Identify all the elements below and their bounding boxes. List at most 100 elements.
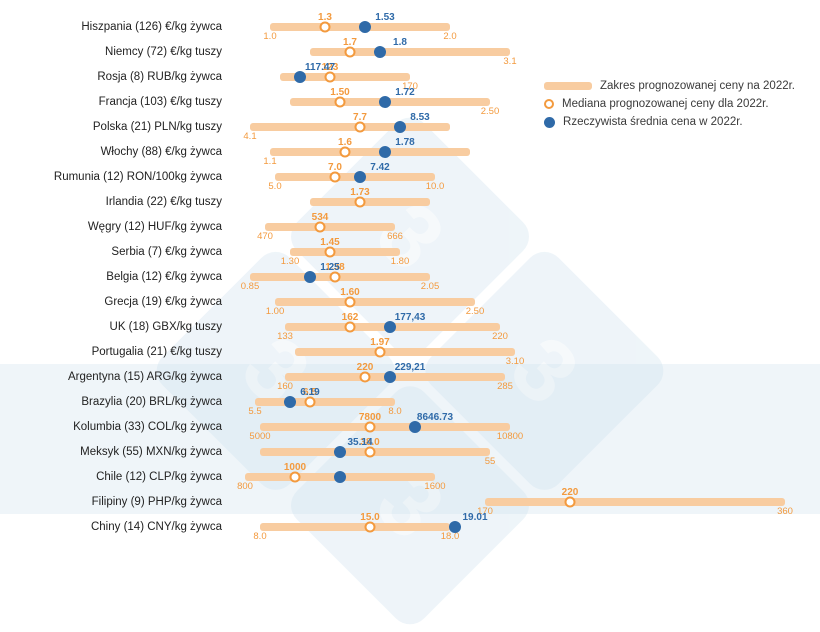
row-plot: 1.73 — [230, 189, 820, 214]
row-plot: 1.11.61.78 — [230, 139, 820, 164]
row-plot: 1.301.801.45 — [230, 239, 820, 264]
row-plot: 50001080078008646.73 — [230, 414, 820, 439]
row-label: Rumunia (12) RON/100kg żywca — [0, 171, 230, 183]
actual-marker — [394, 121, 406, 133]
row-label: Chile (12) CLP/kg żywca — [0, 471, 230, 483]
chart-row: Chile (12) CLP/kg żywca80016001000 — [0, 464, 820, 489]
row-plot: 160285220229,21 — [230, 364, 820, 389]
actual-label: 7.42 — [370, 162, 389, 173]
range-bar — [270, 148, 470, 156]
actual-marker — [379, 146, 391, 158]
row-plot: 1.002.501.60 — [230, 289, 820, 314]
actual-label: 1.53 — [375, 12, 394, 23]
row-plot: 80016001000 — [230, 464, 820, 489]
range-bar — [310, 198, 430, 206]
chart-row: Rosja (8) RUB/kg żywca170123117.47 — [0, 64, 820, 89]
row-plot: 5538.035.14 — [230, 439, 820, 464]
row-plot: 133220162177,43 — [230, 314, 820, 339]
row-label: Serbia (7) €/kg żywca — [0, 246, 230, 258]
chart-row: Brazylia (20) BRL/kg żywca5.58.06.56.19 — [0, 389, 820, 414]
actual-marker — [359, 21, 371, 33]
row-label: UK (18) GBX/kg tuszy — [0, 321, 230, 333]
actual-marker — [284, 396, 296, 408]
row-label: Niemcy (72) €/kg tuszy — [0, 46, 230, 58]
row-label: Włochy (88) €/kg żywca — [0, 146, 230, 158]
price-forecast-chart: Hiszpania (126) €/kg żywca1.02.01.31.53N… — [0, 14, 820, 539]
median-label: 1.97 — [370, 337, 389, 348]
chart-row: Filipiny (9) PHP/kg żywca170360220 — [0, 489, 820, 514]
chart-row: Chiny (14) CNY/kg żywca8.018.015.019.01 — [0, 514, 820, 539]
range-bar — [290, 248, 400, 256]
median-label: 162 — [342, 312, 359, 323]
median-label: 1.45 — [320, 237, 339, 248]
row-label: Filipiny (9) PHP/kg żywca — [0, 496, 230, 508]
row-plot: 0.852.051.381.25 — [230, 264, 820, 289]
actual-label: 1.72 — [395, 87, 414, 98]
row-label: Rosja (8) RUB/kg żywca — [0, 71, 230, 83]
actual-label: 1.25 — [320, 262, 339, 273]
actual-marker — [379, 96, 391, 108]
chart-row: Węgry (12) HUF/kg żywca470666534 — [0, 214, 820, 239]
median-label: 1000 — [284, 462, 306, 473]
chart-row: Kolumbia (33) COL/kg żywca50001080078008… — [0, 414, 820, 439]
row-plot: 170360220 — [230, 489, 820, 514]
row-label: Belgia (12) €/kg żywca — [0, 271, 230, 283]
row-label: Grecja (19) €/kg żywca — [0, 296, 230, 308]
range-bar — [260, 523, 450, 531]
actual-label: 1.8 — [393, 37, 407, 48]
actual-label: 19.01 — [462, 512, 487, 523]
median-label: 7.7 — [353, 112, 367, 123]
median-label: 1.73 — [350, 187, 369, 198]
row-plot: 5.010.07.07.42 — [230, 164, 820, 189]
row-label: Węgry (12) HUF/kg żywca — [0, 221, 230, 233]
chart-row: Niemcy (72) €/kg tuszy3.11.71.8 — [0, 39, 820, 64]
range-bar — [295, 348, 515, 356]
actual-label: 177,43 — [395, 312, 426, 323]
row-label: Hiszpania (126) €/kg żywca — [0, 21, 230, 33]
actual-label: 8646.73 — [417, 412, 453, 423]
range-bar — [255, 398, 395, 406]
actual-marker — [374, 46, 386, 58]
chart-row: Portugalia (21) €/kg tuszy3.101.97 — [0, 339, 820, 364]
actual-marker — [334, 446, 346, 458]
actual-label: 229,21 — [395, 362, 426, 373]
row-plot: 3.101.97 — [230, 339, 820, 364]
range-bar — [275, 298, 475, 306]
range-bar — [310, 48, 510, 56]
chart-row: Rumunia (12) RON/100kg żywca5.010.07.07.… — [0, 164, 820, 189]
median-label: 1.6 — [338, 137, 352, 148]
range-bar — [250, 123, 450, 131]
median-label: 534 — [312, 212, 329, 223]
range-bar — [260, 423, 510, 431]
actual-label: 8.53 — [410, 112, 429, 123]
row-plot: 3.11.71.8 — [230, 39, 820, 64]
chart-row: Serbia (7) €/kg żywca1.301.801.45 — [0, 239, 820, 264]
actual-marker — [354, 171, 366, 183]
chart-row: UK (18) GBX/kg tuszy133220162177,43 — [0, 314, 820, 339]
chart-row: Polska (21) PLN/kg tuszy4.17.78.53 — [0, 114, 820, 139]
row-plot: 170123117.47 — [230, 64, 820, 89]
actual-label: 1.78 — [395, 137, 414, 148]
row-plot: 5.58.06.56.19 — [230, 389, 820, 414]
chart-row: Grecja (19) €/kg żywca1.002.501.60 — [0, 289, 820, 314]
row-plot: 4.17.78.53 — [230, 114, 820, 139]
median-label: 220 — [562, 487, 579, 498]
chart-row: Belgia (12) €/kg żywca0.852.051.381.25 — [0, 264, 820, 289]
median-label: 1.60 — [340, 287, 359, 298]
actual-label: 117.47 — [305, 62, 335, 73]
row-label: Irlandia (22) €/kg tuszy — [0, 196, 230, 208]
chart-row: Argentyna (15) ARG/kg żywca160285220229,… — [0, 364, 820, 389]
chart-row: Irlandia (22) €/kg tuszy 1.73 — [0, 189, 820, 214]
tick-max: 18.0 — [441, 531, 460, 542]
row-label: Brazylia (20) BRL/kg żywca — [0, 396, 230, 408]
row-label: Francja (103) €/kg tuszy — [0, 96, 230, 108]
range-bar — [265, 223, 395, 231]
median-label: 15.0 — [360, 512, 379, 523]
actual-marker — [304, 271, 316, 283]
row-label: Chiny (14) CNY/kg żywca — [0, 521, 230, 533]
median-label: 7.0 — [328, 162, 342, 173]
median-label: 7800 — [359, 412, 381, 423]
actual-marker — [449, 521, 461, 533]
row-label: Meksyk (55) MXN/kg żywca — [0, 446, 230, 458]
row-plot: 2.501.501.72 — [230, 89, 820, 114]
